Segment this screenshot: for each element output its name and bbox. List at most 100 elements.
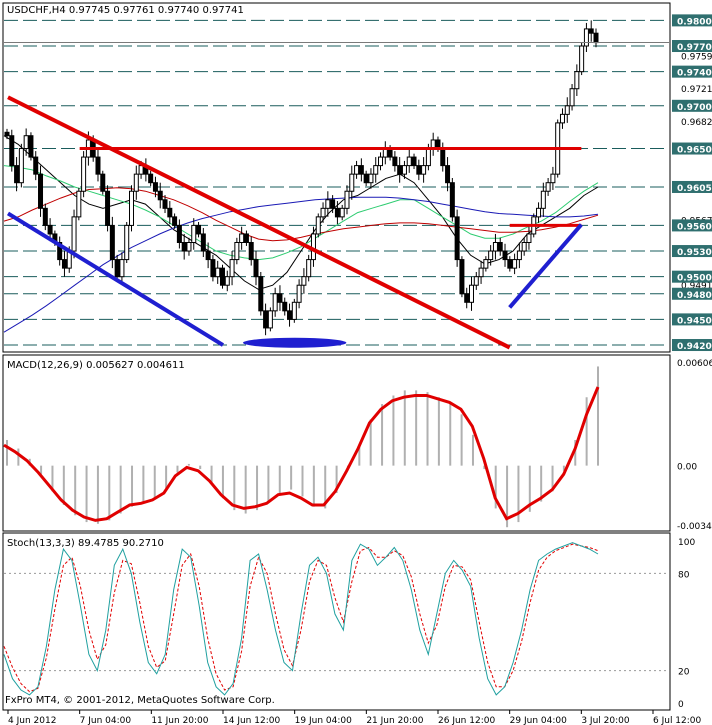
candle-body [406,156,412,167]
time-axis: 4 Jun 2012 7 Jun 04:00 11 Jun 20:00 14 Jun … [7,710,702,725]
stoch-title: Stoch(13,3,3) 89.4785 90.2710 [7,538,164,549]
stoch-tick-label: 80 [678,570,690,580]
candle-body [464,293,470,303]
candle-body [330,199,336,209]
candle-body [512,259,518,269]
candle-body [272,293,278,312]
candle-body [71,216,77,252]
candle-body [229,259,235,278]
candle-body [583,28,589,47]
candle-body [152,182,158,192]
candle-body [521,242,527,252]
candle-body [574,71,580,90]
candle-body [196,224,202,235]
candle-body [516,250,522,261]
price-level-box [672,180,712,193]
candle-body [219,267,225,286]
candle-body [492,242,498,252]
candle-body [497,242,503,252]
trendline [7,95,511,350]
candle-body [488,250,494,261]
candle-body [306,259,312,278]
candle-body [162,199,168,209]
price-level-box [672,245,712,258]
candle-body [392,156,398,167]
candle-body [119,259,125,278]
candle-body [33,156,39,175]
time-tick-label: 4 Jun 2012 [8,716,56,725]
candle-body [416,165,422,175]
candle-body [23,135,29,150]
candle-body [105,190,111,226]
candle-body [536,207,542,218]
time-tick-label: 19 Jun 04:00 [295,716,352,725]
price-level-box [672,40,712,53]
stoch-tick-label: 20 [678,668,690,678]
candle-body [325,199,331,209]
candle-body [258,276,264,312]
macd-tick-label: -0.00347 [677,522,712,532]
candle-body [363,173,369,184]
trend-annotations [6,95,583,350]
candle-body [234,242,240,261]
price-level-box [672,99,712,112]
candle-body [28,135,34,158]
candle-body [14,165,20,184]
macd-tick-label: 0.00 [677,463,697,473]
candle-body [200,233,206,252]
candle-body [277,293,283,303]
candle-body [129,190,135,226]
candle-body [133,173,139,192]
candle-body [267,310,273,329]
candle-body [4,131,10,137]
candle-body [296,284,302,303]
candle-body [18,148,24,184]
candle-body [564,105,570,115]
candle-body [473,276,479,286]
time-tick-label: 7 Jun 04:00 [80,716,132,725]
price-level-box [672,65,712,78]
candle-body [224,276,230,286]
price-level-box [672,270,712,283]
candle-body [334,207,340,218]
macd-signal-line [3,386,600,522]
candle-body [411,156,417,167]
macd-plot: 0.00606 0.00 -0.00347 [3,359,712,532]
time-tick-label: 11 Jun 20:00 [151,716,208,725]
candle-body [57,242,63,261]
stoch-tick-label: 0 [678,700,684,710]
candle-body [239,233,245,244]
candle-body [468,284,474,303]
candle-body [320,207,326,218]
moving-average-line [3,165,599,261]
candle-body [349,173,355,192]
price-level-box [672,339,712,352]
candle-body [9,135,15,167]
candle-body [301,276,307,286]
candle-body [526,233,532,244]
candle-body [540,190,546,209]
candle-body [109,224,115,261]
candle-body [38,173,44,209]
moving-average-line [3,135,599,291]
price-level-box [672,313,712,326]
candle-body [454,216,460,261]
candle-body [81,156,87,192]
candle-body [167,207,173,218]
candle-body [42,207,48,226]
macd-title: MACD(12,26,9) 0.005627 0.004611 [7,360,185,371]
candle-body [358,165,364,175]
